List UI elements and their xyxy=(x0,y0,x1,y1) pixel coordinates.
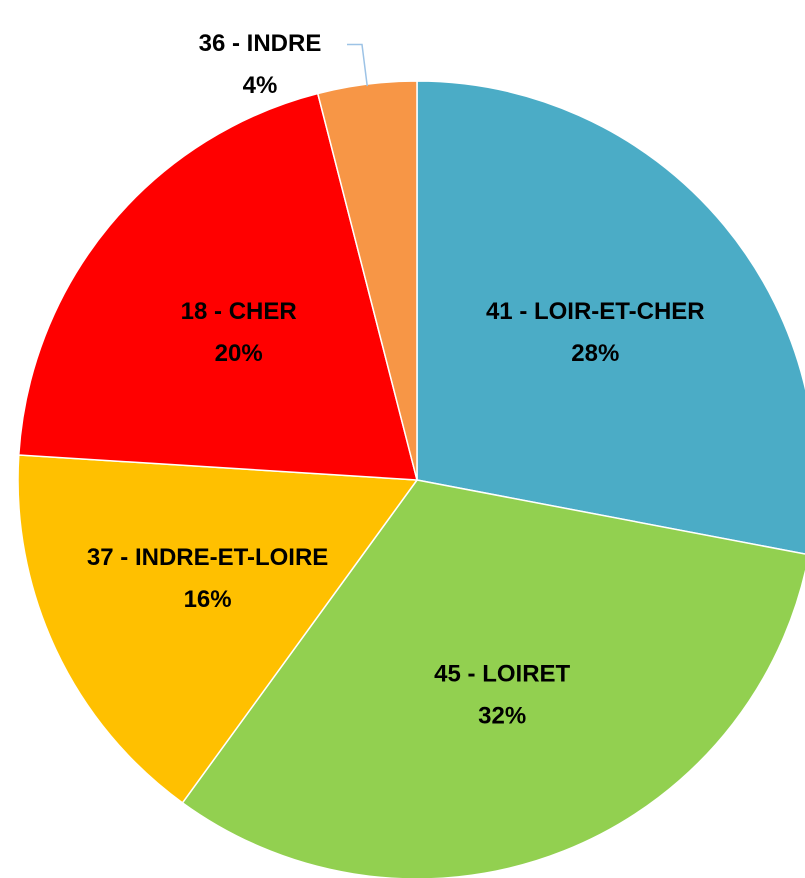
pie-slice xyxy=(17,454,419,804)
pie-slice xyxy=(17,92,418,481)
pie-slice xyxy=(181,479,805,878)
slice-value-label: 16% xyxy=(184,586,232,613)
slice-label: 45 - LOIRET xyxy=(434,661,570,688)
slice-label: 36 - INDRE xyxy=(199,30,322,57)
slice-value-label: 20% xyxy=(215,340,263,367)
slice-label: 18 - CHER xyxy=(181,298,297,325)
pie-slice xyxy=(416,80,805,555)
slice-label: 37 - INDRE-ET-LOIRE xyxy=(87,544,328,571)
leader-line xyxy=(346,43,368,87)
slice-value-label: 32% xyxy=(478,703,526,730)
slice-value-label: 28% xyxy=(571,340,619,367)
slice-value-label: 4% xyxy=(243,72,278,99)
slice-label: 41 - LOIR-ET-CHER xyxy=(486,298,705,325)
